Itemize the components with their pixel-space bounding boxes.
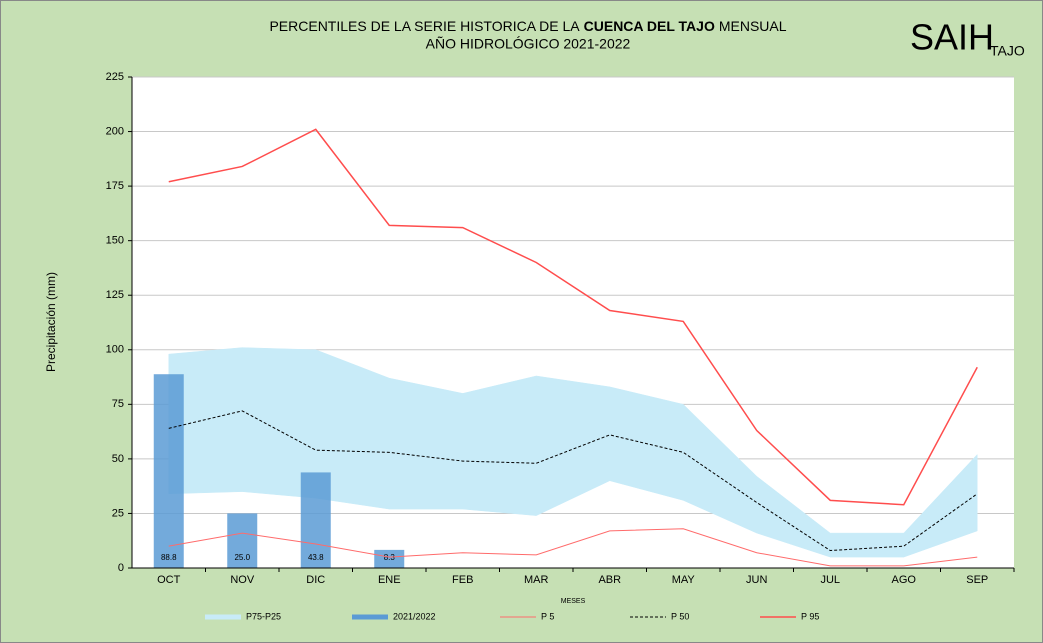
y-axis-label: Precipitación (mm)	[44, 272, 58, 372]
chart-title: PERCENTILES DE LA SERIE HISTORICA DE LA C…	[269, 18, 786, 34]
chart-subtitle: AÑO HIDROLÓGICO 2021-2022	[426, 36, 631, 52]
x-tick-label: JUN	[746, 574, 767, 586]
x-tick-label: JUL	[820, 574, 840, 586]
x-tick-label: ABR	[598, 574, 621, 586]
data: 88.8 25.0 43.8 8.3	[153, 128, 978, 568]
bar	[227, 513, 258, 568]
legend-label: P75-P25	[246, 611, 281, 621]
y-tick-label: 125	[106, 289, 124, 301]
y-tick-label: 0	[118, 562, 124, 574]
bar-label: 88.8	[161, 553, 177, 562]
band-segment	[830, 532, 904, 558]
x-tick-label: FEB	[452, 574, 473, 586]
y-tick-label: 50	[112, 453, 124, 465]
title-part: PERCENTILES DE LA SERIE HISTORICA DE LA	[269, 18, 580, 34]
logo-sub: TAJO	[990, 43, 1025, 59]
bar-label: 25.0	[234, 553, 250, 562]
y-tick-label: 175	[106, 180, 124, 192]
y-tick-label: 150	[106, 235, 124, 247]
x-tick-label: SEP	[966, 574, 988, 586]
band-segment	[462, 375, 537, 516]
x-tick-label: MAR	[524, 574, 549, 586]
legend-label: P 5	[541, 611, 554, 621]
y-tick-label: 75	[112, 398, 124, 410]
x-tick-label: OCT	[157, 574, 181, 586]
y-tick-label: 200	[106, 125, 124, 137]
x-tick-label: ENE	[378, 574, 401, 586]
line	[168, 528, 978, 567]
logo: SAIH	[910, 17, 994, 58]
bar	[300, 472, 331, 568]
title-part: MENSUAL	[719, 18, 787, 34]
x-tick-label: DIC	[306, 574, 325, 586]
band-segment	[389, 377, 463, 510]
line	[168, 128, 978, 506]
x-tick-label: AGO	[892, 574, 917, 586]
bar-label: 43.8	[308, 553, 324, 562]
bar	[153, 374, 184, 568]
title-part: CUENCA DEL TAJO	[584, 18, 715, 34]
axes: 0 25 50 75 100 125 150 175 200 225 OCT NOV DIC ENE FEB…	[106, 71, 1015, 586]
x-tick-label: NOV	[230, 574, 255, 586]
legend-label: P 95	[801, 611, 819, 621]
legend-label: 2021/2022	[393, 611, 436, 621]
y-tick-label: 100	[106, 344, 124, 356]
x-axis-label: MESES	[561, 598, 586, 605]
y-tick-label: 25	[112, 507, 124, 519]
x-tick-label: MAY	[672, 574, 696, 586]
band-segment	[903, 453, 978, 558]
y-tick-label: 225	[106, 71, 124, 83]
bar-label: 8.3	[384, 553, 396, 562]
bar	[374, 549, 405, 568]
legend-label: P 50	[671, 611, 689, 621]
